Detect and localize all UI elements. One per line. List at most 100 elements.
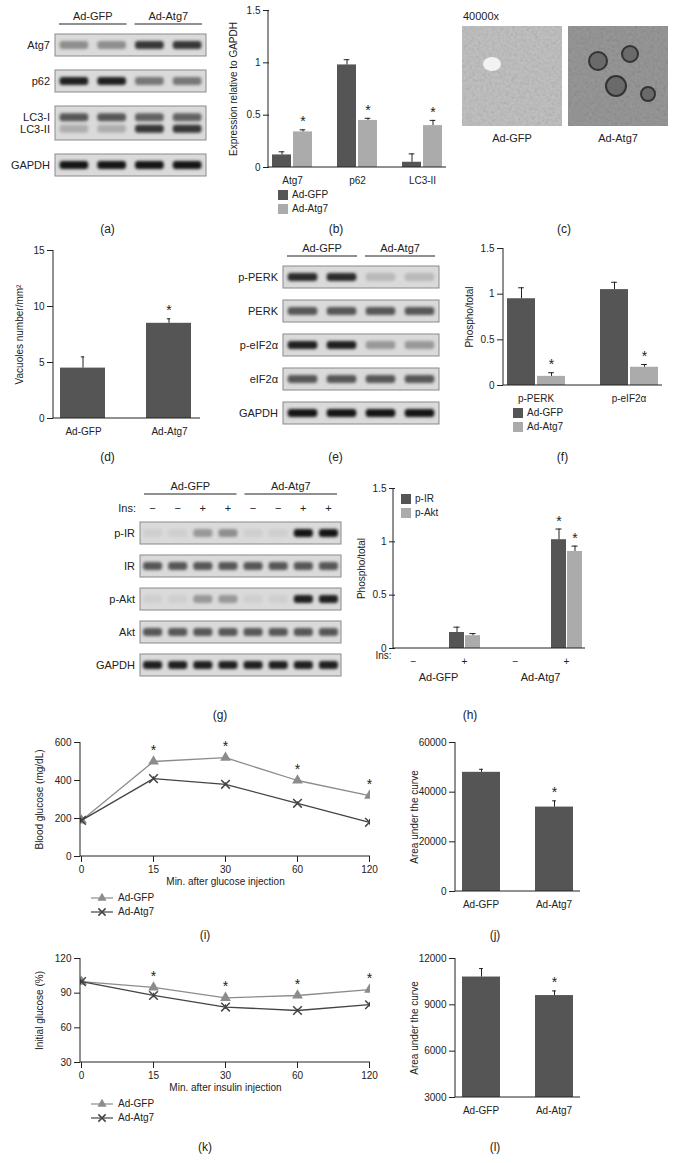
svg-text:Akt: Akt — [119, 626, 135, 638]
svg-text:0: 0 — [79, 864, 85, 875]
svg-text:*: * — [151, 742, 157, 758]
svg-text:p-PERK: p-PERK — [518, 393, 554, 404]
svg-text:+: + — [325, 502, 331, 514]
svg-text:Area under the curve: Area under the curve — [409, 981, 420, 1075]
svg-text:Ad-Atg7: Ad-Atg7 — [148, 10, 188, 22]
svg-text:Phospho/total: Phospho/total — [464, 286, 475, 347]
svg-text:600: 600 — [55, 737, 72, 748]
svg-text:LC3-I: LC3-I — [23, 111, 50, 123]
svg-text:9000: 9000 — [424, 999, 447, 1010]
svg-text:GAPDH: GAPDH — [239, 407, 278, 419]
svg-text:Atg7: Atg7 — [27, 39, 50, 51]
svg-text:6000: 6000 — [424, 1045, 447, 1056]
svg-text:p-IR: p-IR — [114, 527, 135, 539]
svg-text:Expression relative to GAPDH: Expression relative to GAPDH — [228, 22, 239, 156]
svg-text:*: * — [365, 102, 371, 118]
svg-text:−: − — [513, 656, 519, 667]
svg-text:400: 400 — [55, 775, 72, 786]
svg-text:p-eIF2α: p-eIF2α — [240, 339, 279, 351]
svg-text:120: 120 — [361, 864, 378, 875]
svg-text:−: − — [149, 502, 155, 514]
svg-text:3000: 3000 — [424, 1092, 447, 1103]
svg-text:PERK: PERK — [248, 305, 279, 317]
svg-text:*: * — [151, 968, 157, 984]
svg-text:1.5: 1.5 — [247, 5, 261, 16]
svg-text:Ad-GFP: Ad-GFP — [302, 242, 342, 254]
svg-text:1.5: 1.5 — [373, 483, 387, 494]
svg-text:Initial glucose (%): Initial glucose (%) — [34, 971, 45, 1050]
svg-text:0.5: 0.5 — [481, 334, 495, 345]
svg-text:*: * — [552, 974, 558, 990]
svg-text:GAPDH: GAPDH — [11, 159, 50, 171]
svg-text:60: 60 — [292, 1070, 304, 1081]
svg-text:0: 0 — [39, 413, 45, 424]
svg-text:0.5: 0.5 — [373, 589, 387, 600]
svg-text:90: 90 — [60, 987, 72, 998]
svg-text:eIF2α: eIF2α — [250, 373, 279, 385]
svg-text:40000x: 40000x — [463, 10, 500, 22]
svg-text:120: 120 — [361, 1070, 378, 1081]
svg-text:Ad-Atg7: Ad-Atg7 — [521, 671, 561, 683]
svg-text:Ad-Atg7: Ad-Atg7 — [151, 426, 188, 437]
svg-text:−: − — [411, 656, 417, 667]
svg-text:+: + — [462, 656, 468, 667]
svg-text:30: 30 — [60, 1057, 72, 1068]
svg-text:1: 1 — [255, 57, 261, 68]
svg-text:p-Akt: p-Akt — [109, 593, 135, 605]
svg-text:Ins:: Ins: — [118, 502, 136, 514]
svg-text:0: 0 — [255, 162, 261, 173]
svg-text:*: * — [166, 302, 172, 318]
svg-text:Ad-GFP: Ad-GFP — [73, 10, 113, 22]
svg-text:−: − — [250, 502, 256, 514]
svg-text:Ad-GFP: Ad-GFP — [65, 426, 101, 437]
svg-text:Ad-Atg7: Ad-Atg7 — [536, 1105, 573, 1116]
svg-text:p-PERK: p-PERK — [238, 271, 278, 283]
svg-text:Ad-Atg7: Ad-Atg7 — [271, 480, 311, 492]
svg-text:5: 5 — [39, 357, 45, 368]
svg-text:*: * — [556, 513, 562, 529]
svg-text:15: 15 — [33, 245, 45, 256]
svg-text:Area under the curve: Area under the curve — [409, 770, 420, 864]
svg-text:0.5: 0.5 — [247, 109, 261, 120]
svg-text:*: * — [642, 348, 648, 364]
svg-text:IR: IR — [124, 560, 135, 572]
svg-text:1: 1 — [381, 536, 387, 547]
svg-text:*: * — [367, 776, 373, 792]
svg-text:p-eIF2α: p-eIF2α — [612, 393, 647, 404]
svg-text:10: 10 — [33, 301, 45, 312]
svg-text:*: * — [300, 113, 306, 129]
svg-text:Atg7: Atg7 — [282, 175, 303, 186]
svg-text:40000: 40000 — [419, 786, 447, 797]
svg-text:Ad-Atg7: Ad-Atg7 — [536, 899, 573, 910]
svg-text:GAPDH: GAPDH — [96, 659, 135, 671]
svg-text:−: − — [275, 502, 281, 514]
svg-text:*: * — [223, 978, 229, 994]
svg-text:*: * — [572, 530, 578, 546]
svg-text:*: * — [295, 761, 301, 777]
svg-text:Ad-Atg7: Ad-Atg7 — [598, 132, 638, 144]
svg-text:60: 60 — [292, 864, 304, 875]
svg-text:+: + — [200, 502, 206, 514]
svg-text:30: 30 — [220, 1070, 232, 1081]
svg-text:20000: 20000 — [419, 836, 447, 847]
svg-text:12000: 12000 — [419, 953, 447, 964]
svg-text:1: 1 — [489, 288, 495, 299]
svg-text:30: 30 — [220, 864, 232, 875]
svg-text:120: 120 — [55, 953, 72, 964]
svg-text:*: * — [549, 356, 555, 372]
svg-text:1.5: 1.5 — [481, 243, 495, 254]
svg-text:Vacuoles number/mm²: Vacuoles number/mm² — [14, 284, 25, 385]
svg-text:60000: 60000 — [419, 737, 447, 748]
svg-text:−: − — [174, 502, 180, 514]
svg-text:0: 0 — [489, 380, 495, 391]
svg-text:*: * — [367, 970, 373, 986]
svg-text:15: 15 — [148, 1070, 160, 1081]
svg-text:Ad-Atg7: Ad-Atg7 — [380, 242, 420, 254]
svg-text:*: * — [430, 104, 436, 120]
svg-text:200: 200 — [55, 813, 72, 824]
svg-text:0: 0 — [66, 851, 72, 862]
svg-text:LC3-II: LC3-II — [409, 175, 436, 186]
svg-text:p62: p62 — [32, 75, 50, 87]
svg-text:*: * — [223, 738, 229, 754]
svg-text:+: + — [225, 502, 231, 514]
